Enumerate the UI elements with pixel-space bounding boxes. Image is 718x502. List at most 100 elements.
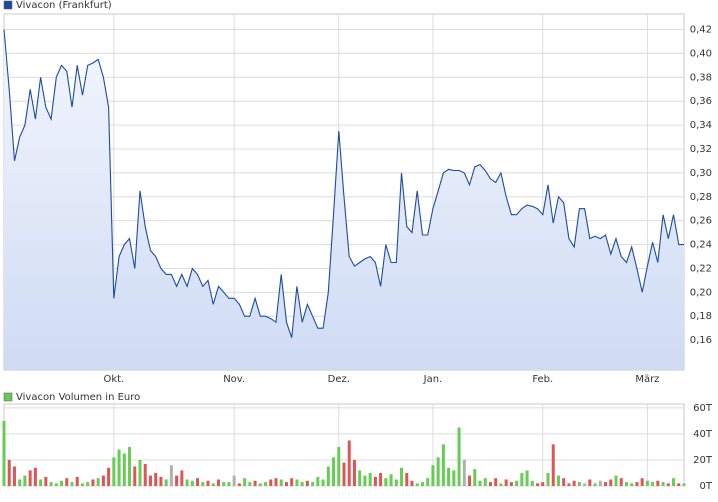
volume-bar bbox=[112, 457, 116, 486]
volume-bar bbox=[358, 470, 362, 486]
volume-bar bbox=[269, 479, 273, 486]
volume-bar bbox=[190, 480, 194, 486]
volume-bar bbox=[415, 483, 419, 486]
volume-bar bbox=[645, 480, 649, 486]
volume-bar bbox=[206, 480, 210, 486]
volume-bar bbox=[86, 482, 90, 486]
volume-bar bbox=[326, 466, 330, 486]
volume-bar bbox=[122, 453, 126, 486]
volume-bar bbox=[232, 475, 236, 486]
volume-bar bbox=[536, 483, 540, 486]
volume-bar bbox=[54, 483, 58, 486]
volume-bar bbox=[28, 470, 32, 486]
volume-bar bbox=[619, 478, 623, 486]
volume-bar bbox=[295, 479, 299, 486]
volume-bar bbox=[666, 483, 670, 486]
y-tick-label: 0,20 bbox=[690, 287, 712, 298]
y-tick-label: 0,38 bbox=[690, 72, 712, 83]
volume-bar bbox=[520, 472, 524, 486]
volume-bar bbox=[253, 480, 257, 486]
volume-bar bbox=[661, 482, 665, 486]
volume-bar bbox=[180, 470, 184, 486]
volume-bar bbox=[363, 475, 367, 486]
volume-bar bbox=[316, 476, 320, 486]
volume-bar bbox=[107, 467, 111, 486]
volume-bar bbox=[133, 466, 137, 486]
volume-bar bbox=[164, 479, 168, 486]
volume-bar bbox=[347, 440, 351, 486]
volume-bar bbox=[373, 476, 377, 486]
volume-bar bbox=[389, 474, 393, 486]
volume-bar bbox=[342, 462, 346, 486]
x-tick-label: März bbox=[635, 374, 659, 385]
y-tick-label: 0,16 bbox=[690, 335, 712, 346]
y-tick-label: 40T bbox=[693, 429, 713, 440]
volume-bar bbox=[530, 480, 534, 486]
volume-bar bbox=[447, 467, 451, 486]
volume-bar bbox=[258, 483, 262, 486]
volume-bar bbox=[436, 457, 440, 486]
volume-bar bbox=[274, 478, 278, 486]
volume-bar bbox=[248, 482, 252, 486]
y-tick-label: 0,28 bbox=[690, 192, 712, 203]
volume-bar bbox=[311, 482, 315, 486]
volume-bar bbox=[264, 482, 268, 486]
volume-bar bbox=[91, 479, 95, 486]
volume-bar bbox=[70, 482, 74, 486]
volume-bar bbox=[7, 459, 11, 486]
volume-bar bbox=[169, 465, 173, 486]
volume-bar bbox=[394, 479, 398, 486]
x-tick-label: Nov. bbox=[223, 374, 245, 385]
volume-bar bbox=[368, 472, 372, 486]
volume-bar bbox=[588, 479, 592, 486]
volume-bar bbox=[96, 478, 100, 486]
volume-bar bbox=[2, 420, 6, 486]
volume-bar bbox=[583, 483, 587, 486]
volume-bar bbox=[175, 475, 179, 486]
volume-bar bbox=[672, 478, 676, 486]
legend-label: Vivacon (Frankfurt) bbox=[16, 0, 112, 11]
volume-bar bbox=[237, 483, 241, 486]
y-tick-label: 20T bbox=[693, 455, 713, 466]
volume-bar bbox=[635, 482, 639, 486]
volume-bar bbox=[604, 482, 608, 486]
volume-bar bbox=[384, 478, 388, 486]
volume-bar bbox=[138, 459, 142, 486]
volume-bar bbox=[410, 480, 414, 486]
volume-bar bbox=[452, 470, 456, 486]
x-tick-label: Okt. bbox=[103, 374, 124, 385]
volume-bar bbox=[154, 472, 158, 486]
volume-bar bbox=[509, 482, 513, 486]
volume-bar bbox=[148, 475, 152, 486]
volume-bar bbox=[494, 478, 498, 486]
volume-bar bbox=[222, 482, 226, 486]
volume-bar bbox=[44, 476, 48, 486]
price-line bbox=[3, 29, 684, 338]
volume-bar bbox=[117, 449, 121, 486]
x-tick-label: Feb. bbox=[532, 374, 553, 385]
volume-bar bbox=[75, 476, 79, 486]
volume-bar bbox=[101, 475, 105, 486]
volume-bar bbox=[49, 482, 53, 486]
y-tick-label: 0,30 bbox=[690, 168, 712, 179]
volume-bar bbox=[609, 479, 613, 486]
y-tick-label: 60T bbox=[693, 403, 713, 414]
volume-bar bbox=[321, 479, 325, 486]
volume-bar bbox=[562, 478, 566, 486]
volume-bar bbox=[441, 444, 445, 486]
volume-bar bbox=[488, 482, 492, 486]
volume-bar bbox=[211, 483, 215, 486]
volume-bar bbox=[499, 483, 503, 486]
volume-bar bbox=[143, 463, 147, 486]
volume-bar bbox=[80, 483, 84, 486]
volume-bar bbox=[567, 483, 571, 486]
y-tick-label: 0,24 bbox=[690, 240, 712, 251]
volume-bar bbox=[546, 472, 550, 486]
volume-bar bbox=[593, 483, 597, 486]
volume-bar bbox=[284, 482, 288, 486]
x-tick-label: Dez. bbox=[328, 374, 350, 385]
volume-bar bbox=[60, 480, 64, 486]
x-tick-label: Jan. bbox=[423, 374, 443, 385]
volume-bar bbox=[624, 482, 628, 486]
volume-bar bbox=[290, 478, 294, 486]
